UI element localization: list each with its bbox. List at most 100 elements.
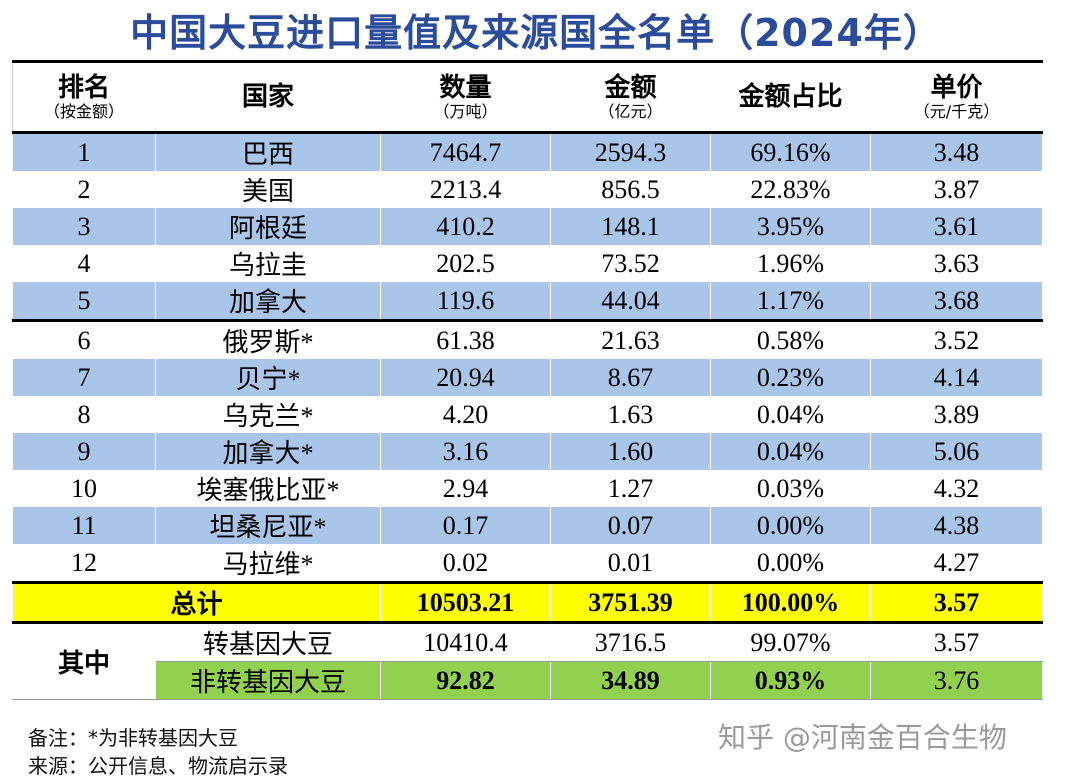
cell: 美国 bbox=[155, 171, 381, 208]
cell: 0.58% bbox=[710, 320, 871, 359]
header-label: 金额 bbox=[604, 72, 657, 103]
cell: 非转基因大豆 bbox=[155, 661, 381, 700]
cell: 22.83% bbox=[710, 171, 871, 208]
cell: 5.06 bbox=[870, 433, 1043, 470]
header-label: 金额占比 bbox=[738, 81, 843, 112]
breakdown-row: 非转基因大豆 92.82 34.89 0.93% 3.76 bbox=[13, 661, 1043, 700]
cell: 202.5 bbox=[380, 245, 551, 282]
cell: 3 bbox=[12, 208, 156, 245]
cell: 0.07 bbox=[550, 507, 711, 544]
cell: 坦桑尼亚* bbox=[155, 507, 381, 544]
cell: 阿根廷 bbox=[155, 208, 381, 245]
cell: 0.17 bbox=[380, 507, 551, 544]
header-label: 排名 bbox=[57, 72, 110, 103]
header-label: 单价 bbox=[930, 72, 983, 103]
cell: 3.52 bbox=[870, 320, 1043, 359]
cell: 3.95% bbox=[710, 208, 871, 245]
cell: 4 bbox=[12, 245, 156, 282]
total-cell: 10503.21 bbox=[380, 581, 551, 624]
total-cell: 100.00% bbox=[710, 581, 871, 624]
cell: 69.16% bbox=[710, 132, 871, 171]
cell: 乌克兰* bbox=[155, 396, 381, 433]
cell: 8.67 bbox=[550, 359, 711, 396]
cell: 0.04% bbox=[710, 433, 871, 470]
data-row: 7 贝宁* 20.94 8.67 0.23% 4.14 bbox=[12, 359, 1043, 396]
cell: 0.01 bbox=[550, 544, 711, 583]
cell: 7 bbox=[12, 359, 156, 396]
cell: 12 bbox=[12, 544, 156, 583]
header-sub: （亿元） bbox=[598, 101, 663, 121]
total-cell: 总计 bbox=[12, 581, 381, 624]
cell: 11 bbox=[12, 507, 156, 544]
header-sub: （万吨） bbox=[433, 101, 498, 121]
cell: 0.02 bbox=[380, 544, 551, 583]
total-row: 总计 10503.21 3751.39 100.00% 3.57 bbox=[12, 581, 1043, 624]
total-cell: 3751.39 bbox=[550, 581, 711, 624]
cell: 8 bbox=[12, 396, 156, 433]
cell: 0.00% bbox=[710, 507, 871, 544]
cell: 92.82 bbox=[380, 661, 551, 700]
header-label: 数量 bbox=[439, 72, 492, 103]
header-cell: 国家 bbox=[155, 60, 381, 134]
cell: 0.04% bbox=[710, 396, 871, 433]
cell: 加拿大 bbox=[155, 282, 381, 322]
cell: 1.96% bbox=[710, 245, 871, 282]
cell: 148.1 bbox=[550, 208, 711, 245]
cell: 3.48 bbox=[870, 132, 1043, 171]
header-cell: 数量 （万吨） bbox=[380, 60, 551, 134]
cell: 4.14 bbox=[870, 359, 1043, 396]
title: 中国大豆进口量值及来源国全名单（2024年） bbox=[130, 11, 942, 55]
cell: 2 bbox=[12, 171, 156, 208]
watermark: 知乎 @河南金百合生物 bbox=[718, 721, 1007, 754]
data-row: 9 加拿大* 3.16 1.60 0.04% 5.06 bbox=[12, 433, 1043, 470]
cell: 4.20 bbox=[380, 396, 551, 433]
cell: 3.68 bbox=[870, 282, 1043, 322]
cell: 埃塞俄比亚* bbox=[155, 470, 381, 507]
header-row: 排名 （按金额） 国家 数量 （万吨） 金额 （亿元） 金额占比 单价 （元/千克） bbox=[12, 60, 1043, 134]
header-cell: 金额占比 bbox=[710, 60, 871, 134]
data-row: 1 巴西 7464.7 2594.3 69.16% 3.48 bbox=[12, 132, 1043, 171]
breakdown-row: 其中 转基因大豆 10410.4 3716.5 99.07% 3.57 bbox=[12, 622, 1043, 700]
cell: 0.00% bbox=[710, 544, 871, 583]
cell: 10410.4 bbox=[380, 622, 551, 662]
cell: 1.60 bbox=[550, 433, 711, 470]
cell: 1.27 bbox=[550, 470, 711, 507]
cell: 乌拉圭 bbox=[155, 245, 381, 282]
total-cell: 3.57 bbox=[870, 581, 1043, 624]
data-row: 11 坦桑尼亚* 0.17 0.07 0.00% 4.38 bbox=[12, 507, 1043, 544]
table-body: 排名 （按金额） 国家 数量 （万吨） 金额 （亿元） 金额占比 单价 （元/千克） 1 巴西 7464… bbox=[12, 60, 1043, 700]
cell: 2594.3 bbox=[550, 132, 711, 171]
note: 来源：公开信息、物流启示录 bbox=[28, 754, 288, 778]
data-row: 6 俄罗斯* 61.38 21.63 0.58% 3.52 bbox=[12, 320, 1043, 359]
cell: 加拿大* bbox=[155, 433, 381, 470]
data-row: 3 阿根廷 410.2 148.1 3.95% 3.61 bbox=[12, 208, 1043, 245]
cell: 20.94 bbox=[380, 359, 551, 396]
cell: 61.38 bbox=[380, 320, 551, 359]
header-cell: 金额 （亿元） bbox=[550, 60, 711, 134]
cell: 4.27 bbox=[870, 544, 1043, 583]
cell: 73.52 bbox=[550, 245, 711, 282]
cell: 3.89 bbox=[870, 396, 1043, 433]
cell: 3.87 bbox=[870, 171, 1043, 208]
cell: 4.32 bbox=[870, 470, 1043, 507]
cell: 21.63 bbox=[550, 320, 711, 359]
cell: 410.2 bbox=[380, 208, 551, 245]
data-row: 10 埃塞俄比亚* 2.94 1.27 0.03% 4.32 bbox=[12, 470, 1043, 507]
cell: 856.5 bbox=[550, 171, 711, 208]
header-sub: （元/千克） bbox=[913, 101, 1000, 121]
breakdown-label: 其中 bbox=[12, 622, 156, 700]
cell: 44.04 bbox=[550, 282, 711, 322]
cell: 4.38 bbox=[870, 507, 1043, 544]
header-cell: 排名 （按金额） bbox=[12, 60, 156, 134]
note: 备注：*为非转基因大豆 bbox=[28, 726, 238, 750]
cell: 34.89 bbox=[550, 661, 711, 700]
table: 排名 （按金额） 国家 数量 （万吨） 金额 （亿元） 金额占比 单价 （元/千克） 1 巴西 7464… bbox=[12, 60, 1043, 700]
cell: 1.17% bbox=[710, 282, 871, 322]
header-sub: （按金额） bbox=[43, 101, 124, 121]
cell: 3.76 bbox=[870, 661, 1043, 700]
data-row: 8 乌克兰* 4.20 1.63 0.04% 3.89 bbox=[12, 396, 1043, 433]
cell: 贝宁* bbox=[155, 359, 381, 396]
cell: 3.63 bbox=[870, 245, 1043, 282]
cell: 7464.7 bbox=[380, 132, 551, 171]
